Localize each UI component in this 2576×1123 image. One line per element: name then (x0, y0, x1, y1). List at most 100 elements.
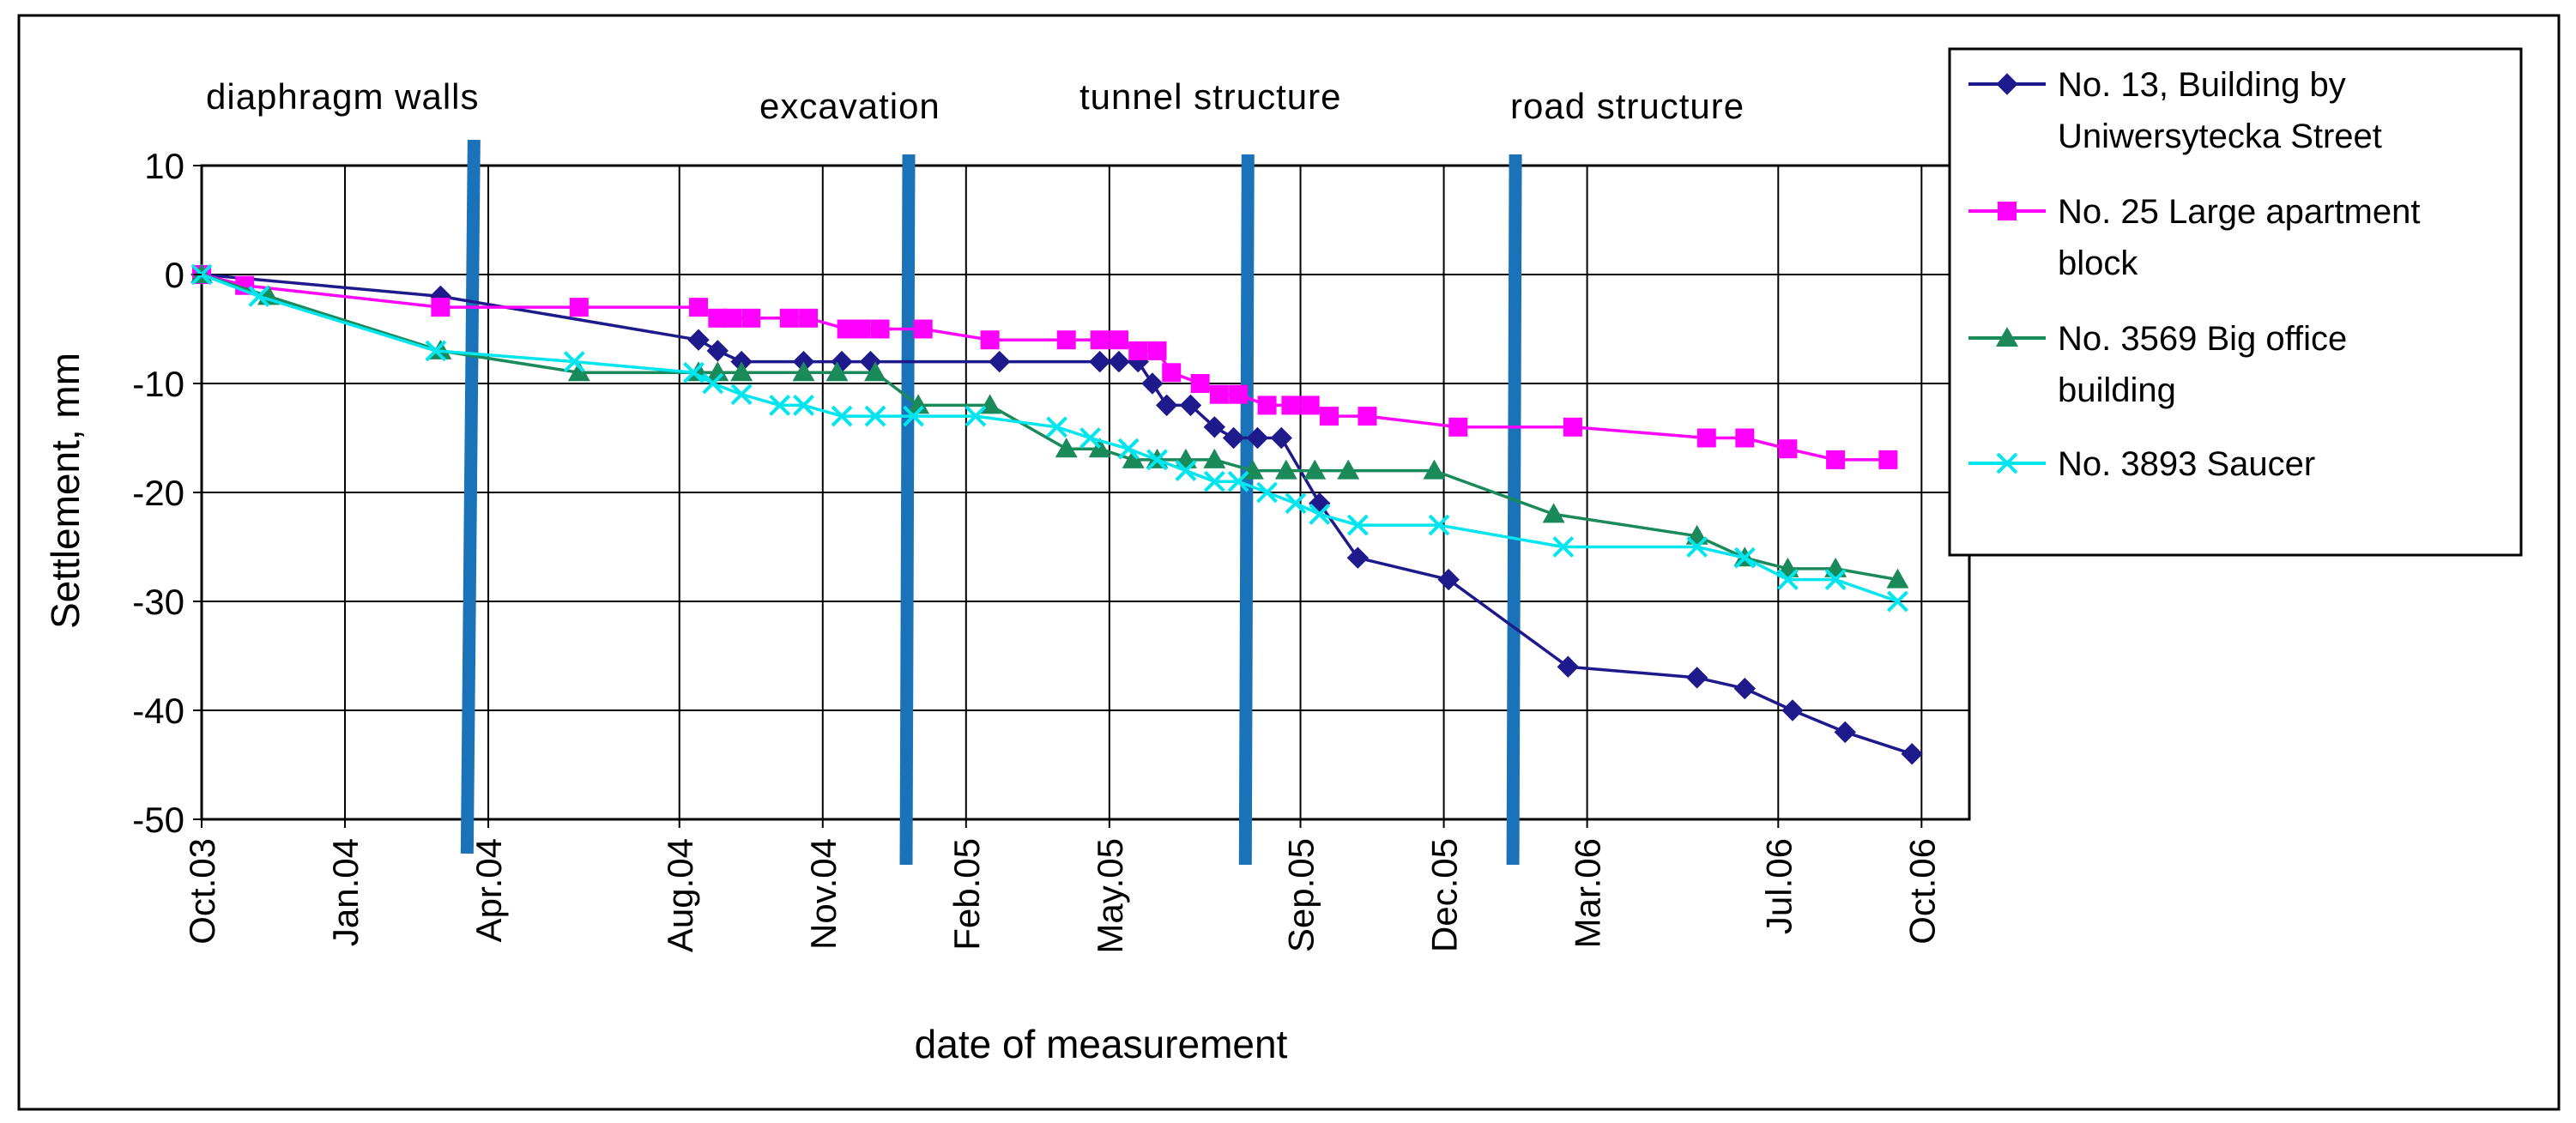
series-group (190, 263, 1923, 765)
data-point-triangle (1122, 448, 1145, 468)
data-point-x (793, 394, 814, 416)
data-point-triangle (429, 339, 452, 359)
data-point-square (1826, 450, 1846, 469)
data-point-triangle (1203, 448, 1226, 468)
data-point-diamond (1088, 350, 1111, 373)
data-point-square (1257, 395, 1277, 415)
data-point-square (1696, 428, 1716, 448)
data-point-triangle (907, 394, 930, 414)
x-tick-label: Oct.03 (182, 838, 222, 945)
data-point-triangle (825, 361, 849, 382)
x-tick-label: Nov.04 (803, 838, 844, 950)
data-point-x (1733, 546, 1756, 569)
data-point-x (1079, 427, 1101, 449)
series-line (201, 273, 1913, 756)
data-point-x-stroke (793, 394, 814, 416)
data-point-x-stroke (1824, 569, 1847, 591)
data-point-square (1998, 202, 2017, 220)
phase-divider-line (1238, 154, 1255, 866)
data-point-square (569, 298, 589, 317)
data-point-square (1056, 330, 1076, 350)
data-point-triangle (1088, 438, 1111, 458)
data-point-square (1090, 330, 1110, 350)
data-point-triangle (1055, 438, 1078, 458)
data-point-diamond (1346, 546, 1370, 569)
data-point-square (1448, 417, 1468, 437)
data-point-x (1146, 449, 1168, 471)
data-point-x-stroke (1686, 536, 1708, 558)
data-point-x-stroke (1733, 546, 1756, 569)
data-point-x-stroke (903, 405, 924, 427)
data-point-triangle (706, 361, 729, 382)
data-point-square (1109, 330, 1128, 350)
data-point-x (964, 405, 987, 427)
data-point-x (769, 394, 791, 416)
data-point-x (1203, 470, 1225, 492)
data-point-x (1346, 514, 1369, 536)
phase-divider-line (1506, 154, 1522, 866)
data-point-diamond (1685, 667, 1708, 689)
data-point-triangle (1303, 459, 1327, 480)
x-tick-label: Dec.05 (1424, 838, 1465, 952)
data-point-diamond (1557, 655, 1580, 678)
data-point-x (683, 361, 704, 383)
data-point-square (779, 308, 799, 328)
data-point-square (1281, 395, 1301, 415)
data-point-x (1552, 536, 1575, 558)
legend-label: No. 3893 Saucer (2058, 445, 2315, 483)
data-point-x-stroke (1227, 470, 1249, 492)
data-point-diamond (687, 329, 710, 351)
y-tick-label: -10 (132, 364, 184, 404)
data-point-square (1147, 341, 1167, 360)
data-point-square (689, 298, 709, 317)
legend-label: No. 3569 Big office (2058, 320, 2347, 358)
data-point-x-stroke (1146, 449, 1168, 471)
data-point-x (1428, 514, 1450, 536)
data-point-x (1256, 481, 1278, 504)
y-tick-label: -30 (132, 582, 184, 622)
data-point-diamond (1246, 426, 1269, 450)
data-point-x-stroke (1346, 514, 1369, 536)
data-point-x-stroke (1996, 452, 2018, 474)
data-point-x-stroke (702, 372, 724, 395)
data-point-square (837, 319, 856, 339)
data-point-square (1319, 407, 1339, 426)
legend-label: No. 25 Large apartment (2058, 193, 2420, 231)
data-point-x (702, 372, 724, 395)
data-point-triangle (864, 361, 887, 382)
phase-label: tunnel structure (1079, 76, 1342, 117)
data-point-x (903, 405, 924, 427)
legend-label: Uniwersytecka Street (2058, 118, 2382, 155)
x-tick-label: Apr.04 (469, 838, 509, 942)
data-point-triangle (567, 361, 590, 382)
data-point-diamond (1437, 568, 1460, 591)
legend-label: block (2058, 245, 2138, 282)
y-axis-title: Settlement, mm (43, 353, 88, 629)
data-point-diamond (1141, 372, 1164, 395)
data-point-x (1285, 492, 1307, 515)
x-tick-label: Feb.05 (946, 838, 987, 951)
data-point-diamond (1179, 394, 1202, 417)
data-point-x-stroke (769, 394, 791, 416)
data-point-diamond (1108, 350, 1130, 373)
data-point-x (1824, 569, 1847, 591)
data-point-triangle (1423, 459, 1446, 480)
data-point-x (1046, 416, 1068, 438)
data-point-x (730, 383, 753, 406)
x-tick-label: Oct.06 (1902, 838, 1942, 945)
data-point-square (1563, 417, 1582, 437)
data-point-diamond (1203, 416, 1226, 438)
x-tick-label: Jul.06 (1758, 838, 1799, 934)
data-point-x (1777, 569, 1799, 591)
data-point-triangle (1337, 459, 1360, 480)
data-point-x-stroke (1777, 569, 1799, 591)
data-series (190, 263, 1923, 765)
data-point-x (864, 405, 886, 427)
data-point-x-stroke (1309, 503, 1331, 525)
data-point-diamond (1834, 721, 1856, 744)
data-point-diamond (1270, 426, 1292, 450)
data-point-x (1309, 503, 1331, 525)
data-point-diamond (706, 340, 729, 362)
y-tick-label: -20 (132, 473, 184, 513)
